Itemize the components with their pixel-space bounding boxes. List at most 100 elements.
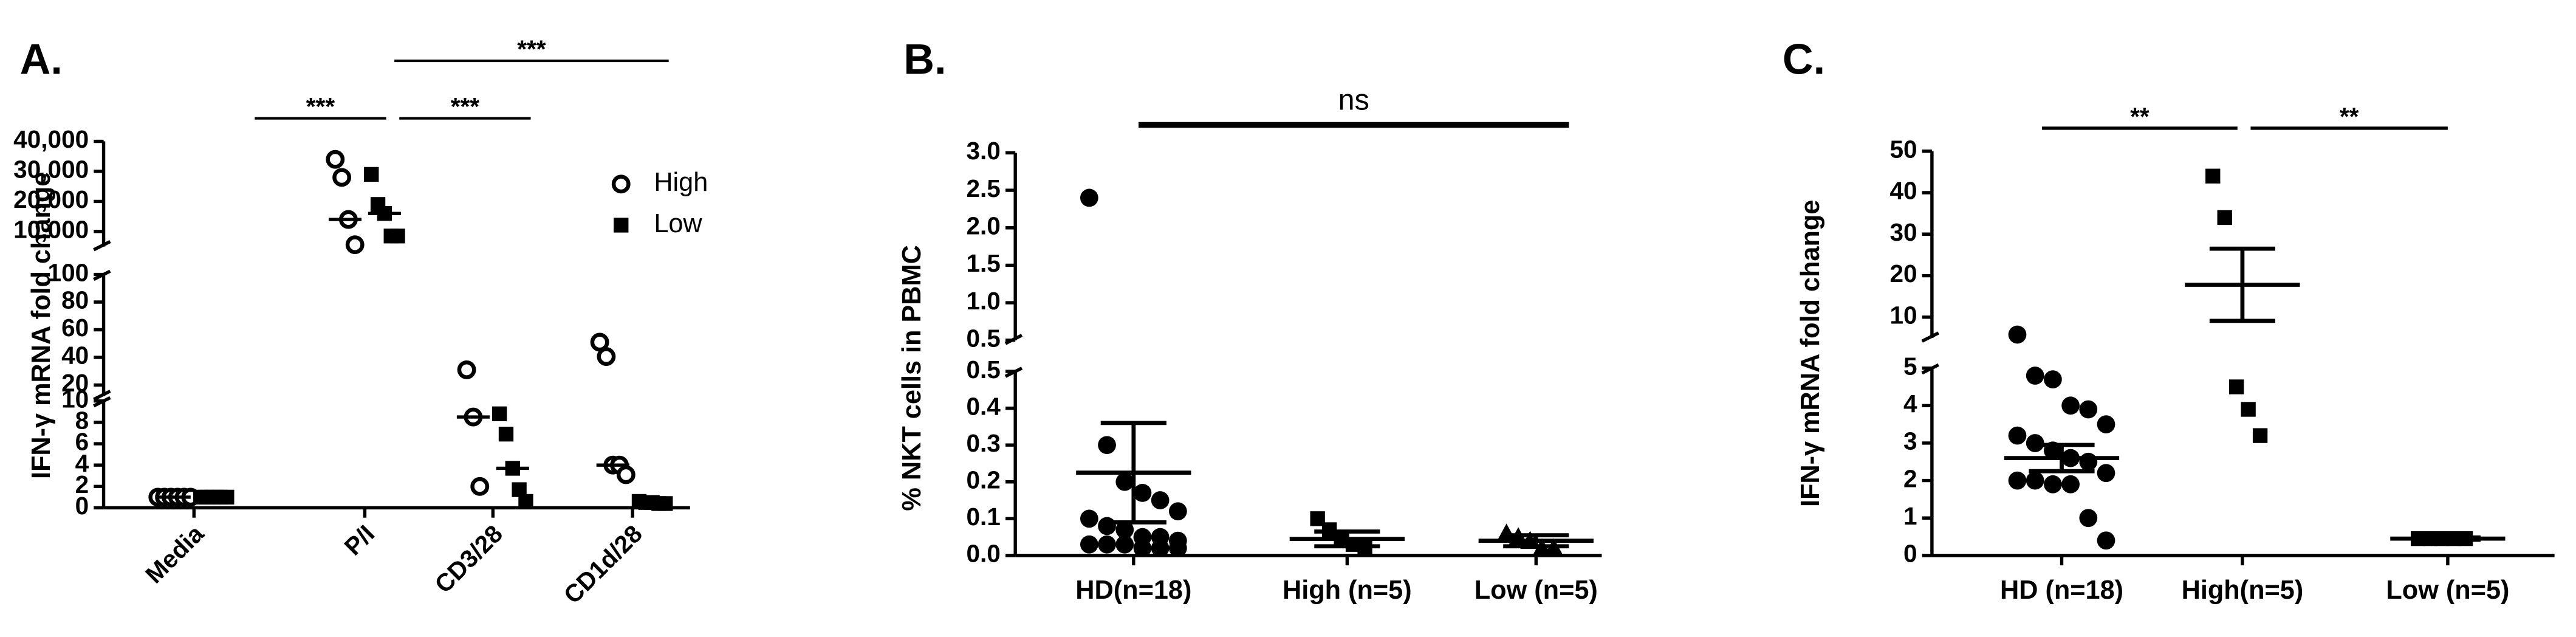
point <box>2229 379 2244 394</box>
y-tick-label: 4 <box>1903 390 1917 418</box>
y-tick-label: 10,000 <box>13 216 89 244</box>
panel-letter: B. <box>903 35 946 83</box>
point <box>1133 484 1152 502</box>
y-tick-label: 4 <box>75 449 89 477</box>
point <box>2252 428 2268 443</box>
panel-letter: A. <box>20 35 63 83</box>
point <box>390 229 405 244</box>
point <box>2097 464 2115 483</box>
y-tick-label: 0.4 <box>966 392 1001 420</box>
y-tick-label: 0.1 <box>966 503 1000 531</box>
point <box>1080 509 1098 528</box>
x-tick-label: Low (n=5) <box>1475 576 1598 605</box>
x-tick-label: CD1d/28 <box>558 520 648 609</box>
axis-break <box>93 390 111 401</box>
legend-label: Low <box>654 209 702 238</box>
point <box>2008 471 2027 490</box>
x-tick-label: P/I <box>339 520 380 561</box>
point <box>2217 210 2232 226</box>
y-tick-label: 1 <box>1903 502 1917 530</box>
point <box>2241 402 2256 417</box>
axis-break <box>93 240 111 252</box>
y-tick-label: 1.0 <box>966 287 1000 315</box>
point <box>2097 531 2115 550</box>
point <box>457 360 476 379</box>
point <box>518 494 533 509</box>
point <box>1098 517 1116 535</box>
point <box>1133 539 1152 557</box>
x-tick-label: HD(n=18) <box>1075 576 1191 605</box>
y-tick-label: 3 <box>1903 427 1917 455</box>
x-tick-label: High(n=5) <box>2182 576 2304 605</box>
y-tick-label: 10 <box>61 385 89 413</box>
y-tick-label: 0 <box>75 492 89 520</box>
x-tick-label: CD3/28 <box>429 520 508 599</box>
x-tick-label: HD (n=18) <box>2000 576 2123 605</box>
point <box>1098 436 1116 455</box>
point <box>2079 509 2098 528</box>
point <box>616 465 635 484</box>
point <box>2079 452 2098 471</box>
y-axis-label: % NKT cells in PBMC <box>897 245 927 511</box>
point <box>597 347 616 367</box>
y-tick-label: 50 <box>1889 135 1917 163</box>
point <box>2044 370 2062 389</box>
y-tick-label: 0.3 <box>966 429 1000 457</box>
y-tick-label: 30,000 <box>13 156 89 184</box>
y-tick-label: 6 <box>75 428 89 456</box>
point <box>2026 367 2044 385</box>
x-tick-label: Media <box>140 519 209 588</box>
y-tick-label: 40 <box>1889 177 1917 205</box>
y-tick-label: 0 <box>1903 540 1917 568</box>
point <box>611 174 631 194</box>
legend-label: High <box>654 168 708 197</box>
y-tick-label: 80 <box>61 286 89 314</box>
point <box>2008 325 2027 344</box>
point <box>1151 539 1170 557</box>
point <box>492 406 507 421</box>
point <box>2205 168 2221 184</box>
significance-label: *** <box>306 92 335 120</box>
point <box>498 427 514 442</box>
axis-break <box>93 269 111 281</box>
significance-label: ns <box>1338 83 1369 116</box>
point <box>1168 539 1187 557</box>
y-tick-label: 0.5 <box>966 324 1000 352</box>
y-tick-label: 20 <box>61 369 89 397</box>
point <box>364 167 379 182</box>
point <box>1115 520 1134 539</box>
y-tick-label: 20,000 <box>13 185 89 213</box>
y-tick-label: 2.0 <box>966 212 1000 239</box>
axis-break <box>1004 367 1023 378</box>
point <box>1151 491 1170 509</box>
significance-label: ** <box>2130 102 2150 130</box>
y-tick-label: 40 <box>61 342 89 370</box>
axis-break <box>1921 363 1939 375</box>
point <box>2079 400 2098 419</box>
point <box>1115 472 1134 491</box>
y-tick-label: 2 <box>75 470 89 498</box>
axis-break <box>1921 331 1939 343</box>
x-tick-label: Low (n=5) <box>2386 576 2509 605</box>
point <box>590 332 609 352</box>
point <box>1080 188 1098 207</box>
point <box>2008 426 2027 445</box>
point <box>1168 502 1187 521</box>
point <box>2097 415 2115 433</box>
point <box>470 477 490 496</box>
y-tick-label: 40,000 <box>13 125 89 153</box>
y-tick-label: 0.0 <box>966 540 1000 568</box>
y-tick-label: 100 <box>48 258 89 286</box>
y-tick-label: 2 <box>1903 464 1917 492</box>
y-tick-label: 8 <box>75 407 89 435</box>
panel-letter: C. <box>1783 35 1825 83</box>
y-tick-label: 2.5 <box>966 174 1000 202</box>
y-axis-label: IFN-γ mRNA fold change <box>27 172 56 479</box>
point <box>2061 396 2080 415</box>
point <box>332 168 352 187</box>
y-tick-label: 30 <box>1889 218 1917 246</box>
y-tick-label: 0.5 <box>966 356 1000 384</box>
y-tick-label: 60 <box>61 314 89 342</box>
